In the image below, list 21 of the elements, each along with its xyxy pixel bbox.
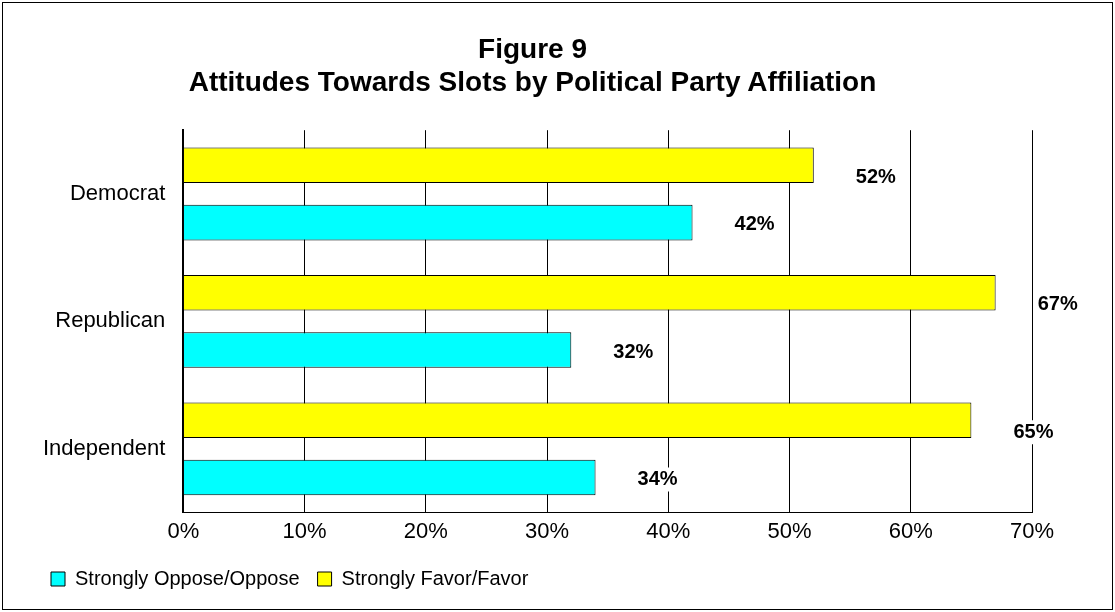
y-tick-label: Republican — [55, 307, 166, 333]
x-tick-label: 20% — [403, 517, 448, 543]
text: Attitudes Towards Slots by Political Party Affiliation — [188, 66, 877, 98]
x-tick-label: 0% — [167, 517, 200, 543]
x-tick-label: 10% — [282, 517, 327, 543]
data-label: 34% — [637, 467, 678, 490]
x-tick-label: 40% — [646, 517, 691, 543]
legend-label: Strongly Oppose/Oppose — [75, 566, 300, 589]
data-label: 67% — [1037, 292, 1078, 315]
x-tick-label: 60% — [888, 517, 933, 543]
x-tick-label: 70% — [1009, 517, 1055, 543]
y-tick-label: Independent — [43, 434, 166, 460]
y-tick-label: Democrat — [69, 180, 166, 205]
legend-label: Strongly Favor/Favor — [341, 566, 529, 589]
data-label: 65% — [1013, 419, 1054, 442]
text: Figure 9 — [478, 32, 587, 64]
x-tick-label: 50% — [767, 517, 812, 543]
data-label: 32% — [613, 339, 654, 362]
x-tick-label: 30% — [525, 517, 570, 543]
data-label: 52% — [855, 164, 897, 187]
data-label: 42% — [734, 212, 775, 235]
